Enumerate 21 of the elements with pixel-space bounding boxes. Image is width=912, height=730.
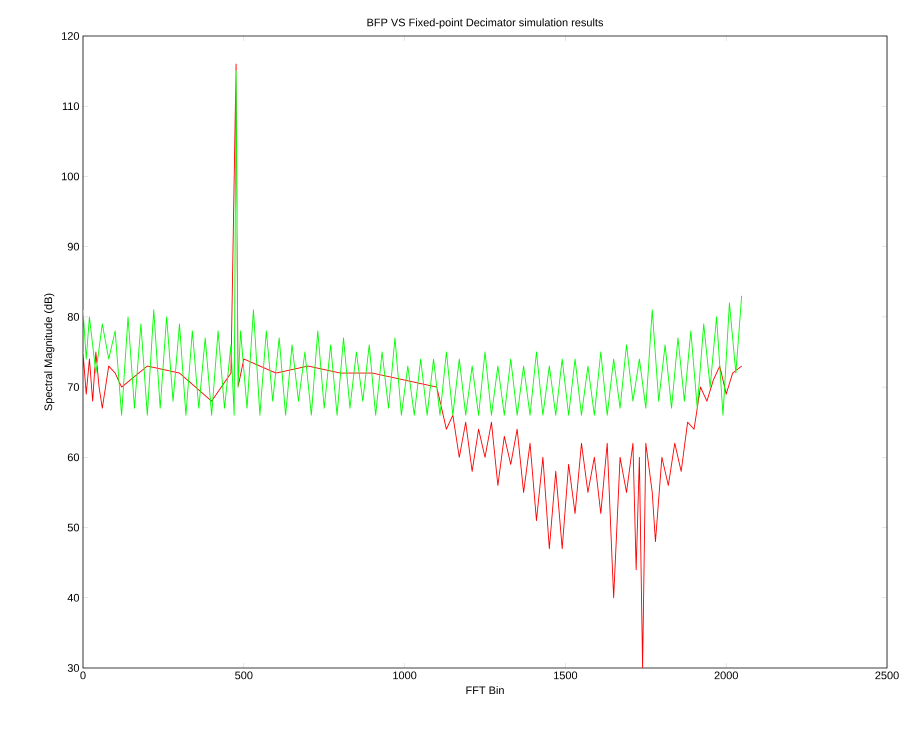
x-tick-label: 1500 [554, 672, 578, 680]
line-series [83, 70, 742, 416]
x-axis-title: FFT Bin [466, 686, 504, 694]
x-tick-label: 1000 [393, 672, 416, 680]
y-tick-label: 120 [62, 32, 80, 40]
y-tick-label: 110 [62, 102, 80, 110]
line-series [83, 64, 742, 668]
x-tick-label: 2000 [714, 672, 738, 680]
x-tick-label: 0 [80, 672, 86, 680]
y-tick-label: 60 [68, 453, 80, 462]
chart-title: BFP VS Fixed-point Decimator simulation results [367, 18, 604, 28]
y-tick-label: 40 [68, 594, 80, 602]
x-tick-label: 2500 [875, 672, 899, 680]
y-tick-label: 50 [68, 524, 80, 532]
y-tick-label: 100 [62, 172, 80, 180]
y-tick-label: 70 [68, 383, 80, 391]
y-axis-title: Spectral Magnitude (dB) [44, 294, 54, 411]
y-tick-label: 30 [68, 664, 80, 672]
x-tick-label: 500 [235, 672, 253, 680]
y-tick-label: 90 [68, 242, 80, 251]
y-tick-label: 80 [68, 313, 80, 321]
